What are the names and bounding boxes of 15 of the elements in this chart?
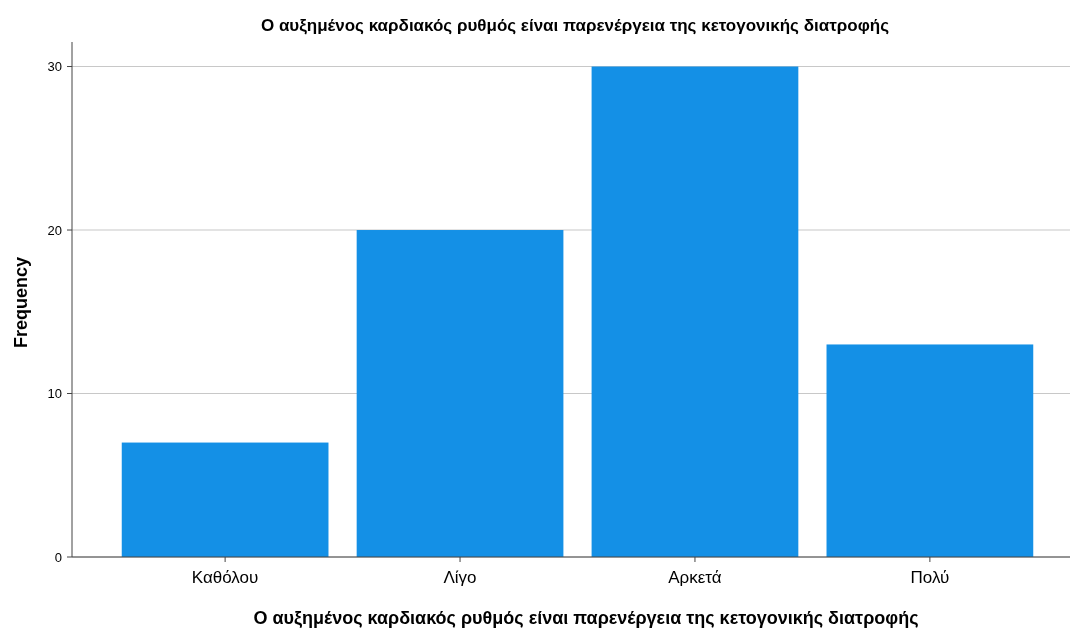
y-tick-label: 10 — [47, 386, 62, 402]
x-axis-title: Ο αυξημένος καρδιακός ρυθμός είναι παρενέργεια της κετογονικής διατροφής — [253, 608, 919, 629]
x-tick-label: Πολύ — [910, 568, 950, 587]
y-tick-label: 0 — [54, 549, 62, 565]
bar — [121, 442, 329, 557]
bar — [356, 230, 564, 557]
x-tick-label: Λίγο — [443, 568, 477, 587]
x-tick-label: Καθόλου — [191, 568, 259, 587]
bar — [591, 66, 799, 557]
y-axis-title: Frequency — [11, 256, 31, 349]
chart-title: Ο αυξημένος καρδιακός ρυθμός είναι παρενέργεια της κετογονικής διατροφής — [260, 16, 890, 35]
bar — [826, 344, 1034, 557]
y-tick-label: 30 — [47, 59, 62, 75]
x-tick-label: Αρκετά — [668, 568, 722, 587]
y-tick-label: 20 — [47, 222, 62, 238]
